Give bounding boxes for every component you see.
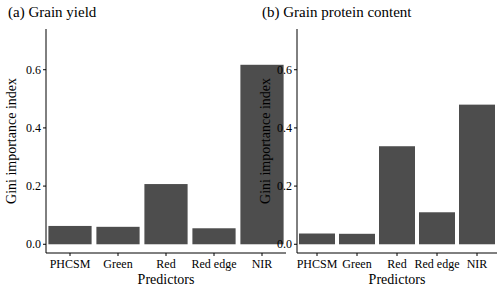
y-tick-label: 0.0 (26, 237, 41, 251)
x-tick-label: Green (342, 257, 371, 271)
bar (459, 105, 495, 245)
x-tick (357, 253, 358, 256)
y-axis-label: Gini importance index (4, 78, 19, 204)
bars (48, 65, 283, 244)
x-axis-label: Predictors (138, 272, 195, 287)
y-tick (294, 69, 297, 70)
x-tick-label: NIR (252, 257, 273, 271)
title: (a) Grain yield (8, 4, 97, 21)
y-axis (297, 29, 298, 253)
x-tick (166, 253, 167, 256)
bar (240, 65, 283, 244)
y-tick (294, 186, 297, 187)
x-tick-label: Red (387, 257, 406, 271)
x-axis-label: Predictors (369, 272, 426, 287)
x-tick-label: PHCSM (50, 257, 91, 271)
x-tick-label: Red (156, 257, 175, 271)
x-tick (397, 253, 398, 256)
y-axis (46, 29, 47, 253)
figure: (a) Grain yield 0.0 0.2 0.4 0.6 PHCSM Green Red… (0, 0, 500, 291)
panel: (b) Grain protein content 0.0 0.2 0.4 0.6 PHC… (258, 4, 497, 287)
y-tick-label: 0.0 (277, 237, 292, 251)
x-tick (70, 253, 71, 256)
y-tick (294, 127, 297, 128)
bar (419, 212, 455, 244)
panel: (a) Grain yield 0.0 0.2 0.4 0.6 PHCSM Green Red… (4, 4, 286, 287)
title: (b) Grain protein content (262, 4, 412, 21)
y-tick-label: 0.6 (277, 63, 292, 77)
x-tick-label: Green (103, 257, 132, 271)
y-tick-label: 0.4 (26, 121, 41, 135)
x-tick-label: NIR (467, 257, 488, 271)
x-tick (437, 253, 438, 256)
bars (299, 105, 495, 245)
bar (48, 226, 91, 244)
y-tick (294, 244, 297, 245)
x-tick-label: Red edge (192, 257, 237, 271)
bar (96, 227, 139, 244)
y-tick (43, 69, 46, 70)
bar (299, 234, 335, 245)
x-tick (477, 253, 478, 256)
y-tick-label: 0.4 (277, 121, 292, 135)
y-tick-label: 0.2 (26, 179, 41, 193)
y-tick-label: 0.6 (26, 63, 41, 77)
bar (144, 184, 187, 244)
x-tick (118, 253, 119, 256)
y-tick (43, 186, 46, 187)
x-tick (262, 253, 263, 256)
y-tick-label: 0.2 (277, 179, 292, 193)
x-tick-label: PHCSM (297, 257, 338, 271)
y-tick (43, 127, 46, 128)
y-tick (43, 244, 46, 245)
x-tick (317, 253, 318, 256)
bar (192, 228, 235, 244)
x-tick-label: Red edge (415, 257, 460, 271)
bar (339, 234, 375, 244)
x-tick (214, 253, 215, 256)
bar (379, 146, 415, 244)
y-axis-label: Gini importance index (258, 78, 273, 204)
